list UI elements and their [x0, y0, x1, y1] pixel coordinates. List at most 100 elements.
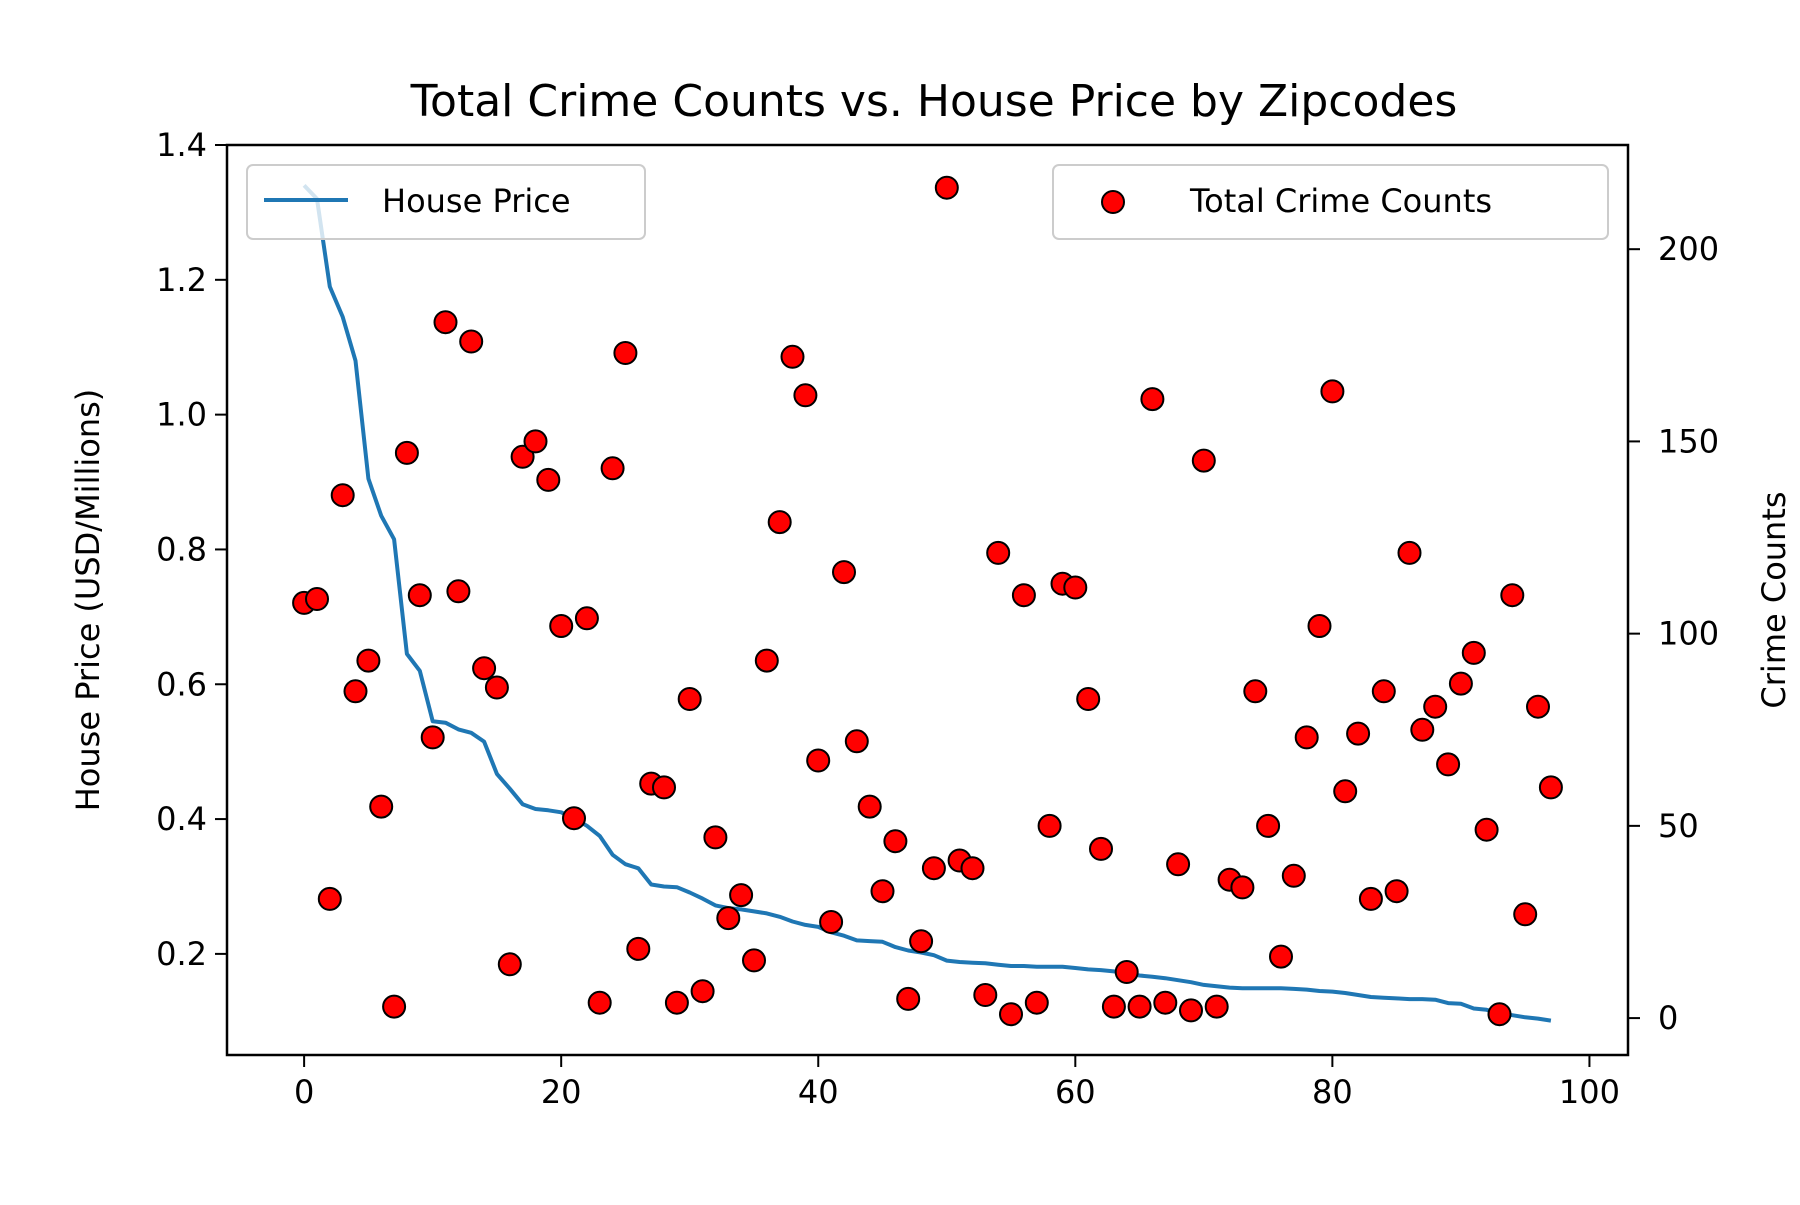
crime-count-point [1101, 994, 1126, 1019]
right-y-axis-ticks: 0 50 100 150 200 [1628, 230, 1719, 1037]
crime-count-point [716, 906, 741, 931]
left-y-tick-label: 1.0 [156, 396, 207, 434]
crime-count-point [1307, 614, 1332, 638]
crime-count-point [613, 341, 638, 365]
crime-count-point [870, 879, 895, 904]
crime-count-point [536, 467, 561, 492]
left-y-tick-label: 0.8 [156, 530, 207, 568]
crime-count-point [1089, 836, 1113, 861]
crime-count-point [1179, 998, 1203, 1023]
crime-count-point [574, 606, 599, 631]
crime-count-point [356, 648, 381, 673]
x-axis-ticks: 0 20 40 60 80 100 [294, 1055, 1620, 1111]
left-y-axis-label: House Price (USD/Millions) [69, 389, 107, 812]
crime-count-point [1320, 379, 1345, 404]
crime-count-point [420, 725, 445, 750]
crime-count-point [703, 825, 728, 850]
right-y-axis-label: Crime Counts [1755, 491, 1793, 708]
crime-count-point [729, 883, 754, 908]
crime-count-point [1204, 994, 1229, 1019]
crime-count-point [305, 587, 329, 611]
crime-count-point [652, 775, 676, 800]
crime-count-point [369, 794, 394, 819]
crime-count-point [780, 344, 805, 369]
crime-count-point [330, 483, 355, 508]
crime-count-point [1191, 448, 1216, 473]
chart-title: Total Crime Counts vs. House Price by Zi… [410, 76, 1458, 127]
crime-count-point [407, 583, 432, 608]
crime-count-point [1526, 694, 1550, 719]
crime-count-point [767, 510, 792, 535]
crime-count-point [510, 444, 535, 469]
crime-count-point [1513, 902, 1538, 927]
left-y-tick-label: 0.6 [156, 665, 207, 703]
crime-count-point [934, 175, 959, 200]
crime-count-point [1538, 775, 1563, 800]
left-y-tick-label: 1.2 [156, 261, 207, 299]
x-tick-label: 100 [1559, 1073, 1620, 1111]
crime-count-point [587, 990, 612, 1015]
crime-count-point [677, 687, 702, 711]
right-y-tick-label: 0 [1658, 999, 1678, 1037]
crime-count-point [742, 948, 766, 973]
crime-count-point [1397, 540, 1422, 565]
crime-count-point [1346, 721, 1371, 746]
crime-count-point [986, 540, 1011, 565]
plot-area [292, 175, 1563, 1027]
crime-count-point [1063, 575, 1088, 600]
legend-house-price-label: House Price [382, 182, 571, 220]
crime-count-point [1333, 779, 1358, 804]
crime-count-point [497, 952, 522, 977]
legend-total-crime-counts-frame [1052, 164, 1609, 240]
x-tick-label: 0 [294, 1073, 314, 1111]
crime-count-point [382, 994, 407, 1019]
crime-count-point [793, 383, 818, 408]
crime-count-point [484, 675, 509, 700]
crime-count-point [819, 910, 844, 934]
crime-count-point [1461, 640, 1486, 665]
crime-count-point [600, 456, 625, 481]
crime-count-point [1230, 875, 1255, 900]
legend-total-crime-counts-label: Total Crime Counts [1189, 182, 1492, 220]
crime-count-point [1487, 1002, 1512, 1027]
crime-count-point [1140, 387, 1165, 412]
legend-total-crime-counts: Total Crime Counts [1052, 164, 1609, 240]
crime-count-point [317, 886, 342, 911]
axes-frame [225, 143, 1630, 1057]
crime-count-point [1256, 813, 1281, 838]
crime-count-point [1011, 583, 1036, 608]
crime-count-point [960, 856, 985, 881]
legend-house-price-frame [246, 164, 646, 240]
crime-count-point [1500, 583, 1525, 608]
crime-count-point [921, 856, 946, 881]
crime-count-point [446, 579, 471, 604]
crime-count-point [1243, 679, 1268, 704]
crime-count-point [1166, 852, 1191, 877]
crime-count-point [626, 936, 651, 961]
crime-count-point [1037, 813, 1062, 838]
crime-count-point [459, 329, 484, 354]
right-y-tick-label: 200 [1658, 230, 1719, 268]
crime-count-point [1358, 886, 1383, 911]
legend-house-price: House Price [246, 164, 646, 240]
crime-count-point [1410, 717, 1435, 742]
crime-count-point [896, 986, 921, 1011]
crime-count-point [1448, 671, 1473, 696]
crime-count-point [1384, 879, 1409, 904]
house-price-line [302, 184, 1552, 1023]
left-y-tick-label: 0.2 [156, 935, 207, 973]
x-tick-label: 80 [1312, 1073, 1353, 1111]
crime-count-point [1474, 817, 1499, 842]
right-y-tick-label: 100 [1658, 615, 1719, 653]
crime-count-point [1076, 687, 1101, 711]
crime-count-point [523, 429, 548, 454]
crime-count-point [1371, 679, 1396, 704]
crime-count-point [909, 929, 934, 954]
crime-count-point [1153, 990, 1178, 1015]
crime-count-point [1114, 960, 1139, 984]
crime-count-point [343, 679, 368, 704]
crime-count-point [549, 614, 574, 638]
crime-count-point [1294, 725, 1319, 750]
